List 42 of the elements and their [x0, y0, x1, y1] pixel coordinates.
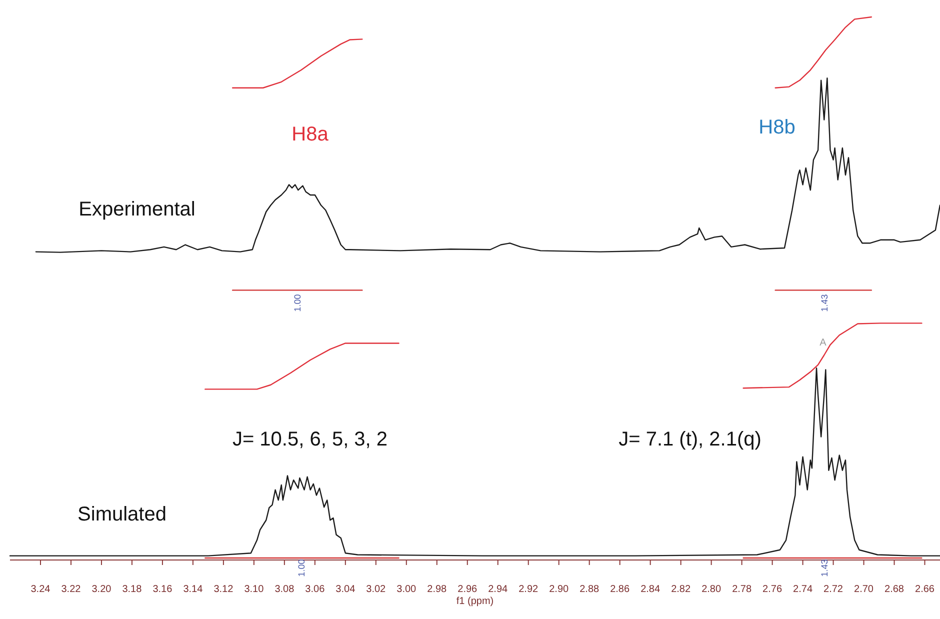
x-tick-label: 2.74 [793, 584, 813, 595]
x-axis-title: f1 (ppm) [456, 596, 494, 607]
x-tick-label: 2.94 [488, 584, 508, 595]
text: 1.43 [819, 559, 830, 577]
x-tick-label: 3.12 [214, 584, 234, 595]
x-tick-label: 3.10 [244, 584, 264, 595]
x-tick-label: 2.88 [580, 584, 600, 595]
text: 1.00 [296, 559, 306, 577]
x-tick-label: 3.22 [61, 584, 82, 595]
x-tick-label: 3.18 [122, 584, 142, 595]
x-tick-label: 3.24 [30, 584, 51, 595]
annotation: J= 7.1 (t), 2.1(q) [618, 428, 762, 450]
x-tick-label: 3.20 [92, 584, 112, 595]
x-tick-label: 2.84 [640, 584, 660, 595]
x-tick-label: 2.72 [824, 584, 844, 595]
x-tick-label: 2.86 [610, 584, 630, 595]
x-tick-label: 2.90 [549, 584, 570, 595]
annotation: H8a [292, 123, 330, 146]
annotation: A [820, 338, 827, 349]
x-tick-label: 3.02 [366, 584, 386, 595]
annotation: J= 10.5, 6, 5, 3, 2 [232, 428, 388, 450]
x-tick-label: 2.92 [518, 584, 539, 595]
x-tick-label: 2.68 [884, 584, 904, 595]
x-tick-label: 2.76 [762, 584, 782, 595]
x-tick-label: 2.96 [458, 584, 478, 595]
x-tick-label: 3.06 [305, 584, 326, 595]
annotation: Experimental [78, 198, 196, 220]
annotation: 1.00 [292, 294, 302, 312]
x-tick-label: 3.16 [152, 584, 173, 595]
x-tick-label: 2.78 [732, 584, 752, 595]
x-tick-label: 2.82 [671, 584, 691, 595]
x-tick-label: 2.70 [854, 584, 874, 595]
annotation: 1.43 [819, 294, 830, 312]
x-tick-label: 2.66 [915, 584, 935, 595]
annotation: Simulated [78, 503, 166, 526]
x-tick-label: 3.00 [396, 584, 417, 595]
x-tick-label: 2.98 [427, 584, 448, 595]
x-tick-label: 3.08 [274, 584, 295, 595]
x-tick-label: 2.80 [702, 584, 722, 595]
x-tick-label: 3.04 [336, 584, 356, 595]
annotation: H8b [758, 116, 796, 138]
x-tick-label: 3.14 [183, 584, 204, 595]
